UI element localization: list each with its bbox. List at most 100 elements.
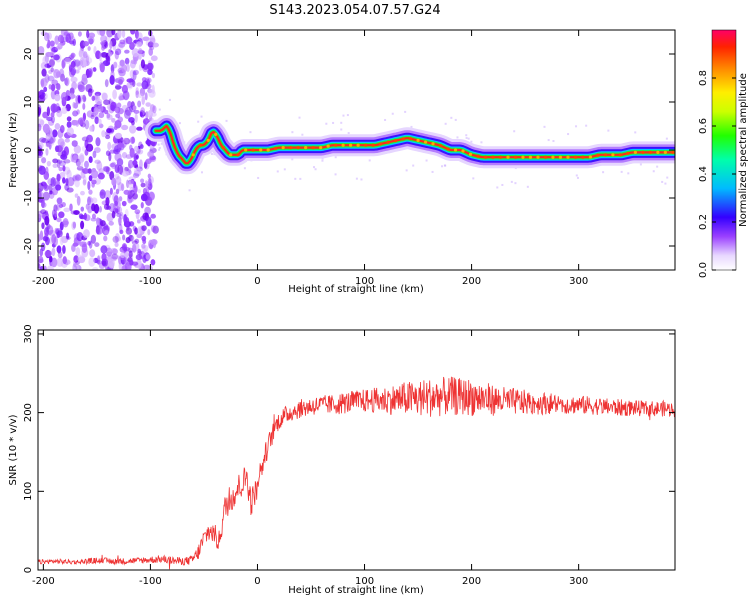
noise-blob [46,142,52,148]
noise-blob [66,121,72,128]
faint-point [576,176,579,179]
noise-blob [65,232,70,240]
noise-blob [136,233,143,239]
noise-blob [129,69,135,79]
faint-point [160,142,163,145]
ridge-peak-point [558,155,563,159]
ridge-peak-point [236,153,240,157]
noise-blob [105,196,110,207]
faint-point [450,116,453,119]
noise-blob [66,116,72,122]
noise-blob [43,32,50,42]
noise-blob [50,176,56,187]
noise-blob [42,111,49,119]
noise-blob [141,235,147,242]
noise-blob [51,234,57,244]
noise-blob [109,74,115,85]
noise-blob [45,51,53,57]
y-tick-label: -20 [23,238,34,254]
noise-blob [55,71,61,78]
noise-blob [137,93,144,98]
noise-blob [54,122,61,130]
faint-point [188,189,191,192]
faint-point [470,140,473,143]
noise-blob [91,169,99,179]
faint-point [664,182,667,185]
noise-blob [102,60,111,67]
noise-blob [59,125,65,133]
noise-blob [104,79,109,88]
ridge-peak-point [244,148,248,152]
noise-blob [93,107,99,116]
noise-blob [52,163,58,168]
noise-blob [109,149,116,154]
noise-blob [57,42,63,50]
faint-point [301,133,304,136]
noise-blob [82,167,90,174]
noise-blob [124,166,129,172]
noise-blob [135,155,139,160]
noise-blob [96,161,103,171]
noise-blob [66,169,72,180]
noise-blob [96,30,104,36]
x-tick-label: 200 [462,576,481,587]
ridge-peak-point [229,153,233,157]
noise-blob [109,162,116,168]
faint-point [526,185,529,188]
faint-point [313,166,316,169]
noise-blob [111,30,116,36]
noise-blob [147,41,154,48]
noise-blob [98,51,102,62]
ridge-peak-point [566,155,570,159]
faint-point [405,169,408,172]
noise-blob [46,160,51,167]
y-tick-label: 0 [23,147,34,153]
noise-blob [38,197,45,203]
noise-blob [61,59,66,70]
noise-blob [80,206,85,212]
faint-point [325,122,328,125]
noise-blob [114,48,122,56]
noise-blob [114,152,122,162]
noise-blob [84,160,89,169]
noise-blob [98,118,102,125]
noise-blob [44,227,50,237]
noise-blob [95,98,103,106]
noise-blob [42,191,50,201]
noise-blob [145,158,152,165]
faint-point [602,171,605,174]
noise-blob [116,212,122,218]
noise-blob [137,189,141,194]
noise-blob [70,210,78,215]
noise-blob [76,161,84,168]
noise-blob [108,171,112,177]
snr-line [38,376,675,570]
noise-blob [61,150,67,158]
noise-blob [70,76,78,83]
noise-blob [46,32,52,40]
noise-blob [85,84,93,93]
ridge-peak-point [214,132,218,136]
noise-blob [48,59,55,66]
noise-blob [42,123,50,134]
ridge-peak-point [199,143,203,147]
noise-blob [136,126,143,131]
noise-blob [69,203,73,212]
faint-point [607,129,610,132]
noise-blob [49,40,55,47]
noise-blob [146,62,153,70]
faint-point [665,137,668,140]
noise-blob [136,259,142,269]
noise-blob [108,152,112,162]
noise-blob [122,234,126,241]
noise-blob [149,37,156,44]
noise-blob [99,30,106,37]
noise-blob [137,226,142,235]
noise-blob [80,190,85,196]
noise-blob [56,173,61,182]
noise-blob [114,164,120,173]
noise-blob [45,142,50,148]
noise-blob [73,259,77,268]
noise-blob [124,49,130,54]
